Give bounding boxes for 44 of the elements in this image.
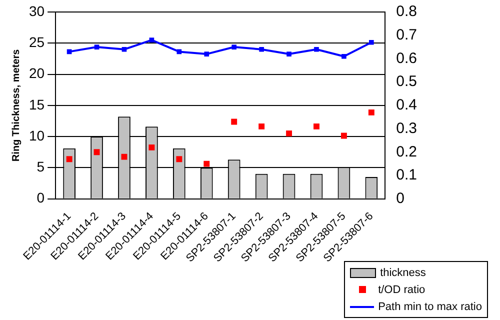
point — [342, 54, 346, 59]
point — [204, 160, 210, 167]
point — [259, 46, 264, 52]
y2-tick-label: 0 — [396, 190, 404, 207]
y-tick-label: 0 — [36, 190, 45, 206]
point — [149, 38, 154, 42]
point — [94, 149, 100, 156]
point — [176, 49, 182, 54]
point — [340, 132, 347, 139]
y-axis-title: Ring Thickness, meters — [10, 48, 22, 162]
y-tick-label: 30 — [28, 2, 45, 19]
point — [122, 46, 127, 52]
y-tick-label: 15 — [28, 96, 45, 112]
point — [314, 46, 319, 52]
point — [148, 144, 155, 150]
y-tick-label: 25 — [28, 34, 45, 50]
y-tick-label: 5 — [36, 158, 45, 175]
y2-tick-label: 0.3 — [396, 120, 418, 137]
y-tick-label: 10 — [28, 127, 45, 144]
y2-tick-label: 0.6 — [396, 50, 418, 67]
y2-tick-label: 0.7 — [396, 26, 418, 44]
legend-label: t/OD ratio — [378, 284, 426, 296]
point — [368, 109, 374, 116]
point — [121, 154, 128, 160]
legend-label: Path min to max ratio — [378, 300, 482, 312]
point — [258, 123, 265, 130]
point — [94, 44, 100, 50]
point — [176, 156, 182, 162]
point — [232, 44, 237, 50]
y2-tick-label: 0.4 — [396, 96, 418, 114]
y2-tick-label: 0.2 — [396, 143, 418, 160]
point — [286, 130, 292, 136]
y2-tick-label: 0.1 — [396, 166, 418, 184]
point — [286, 52, 292, 56]
point — [66, 49, 72, 54]
legend-label: thickness — [380, 266, 426, 278]
point — [314, 123, 320, 130]
y-tick-label: 20 — [28, 65, 45, 82]
y2-tick-label: 0.5 — [396, 73, 418, 90]
point — [369, 40, 374, 45]
point — [66, 156, 72, 162]
point — [204, 52, 210, 56]
point — [231, 118, 238, 125]
y2-tick-label: 0.8 — [396, 3, 418, 20]
